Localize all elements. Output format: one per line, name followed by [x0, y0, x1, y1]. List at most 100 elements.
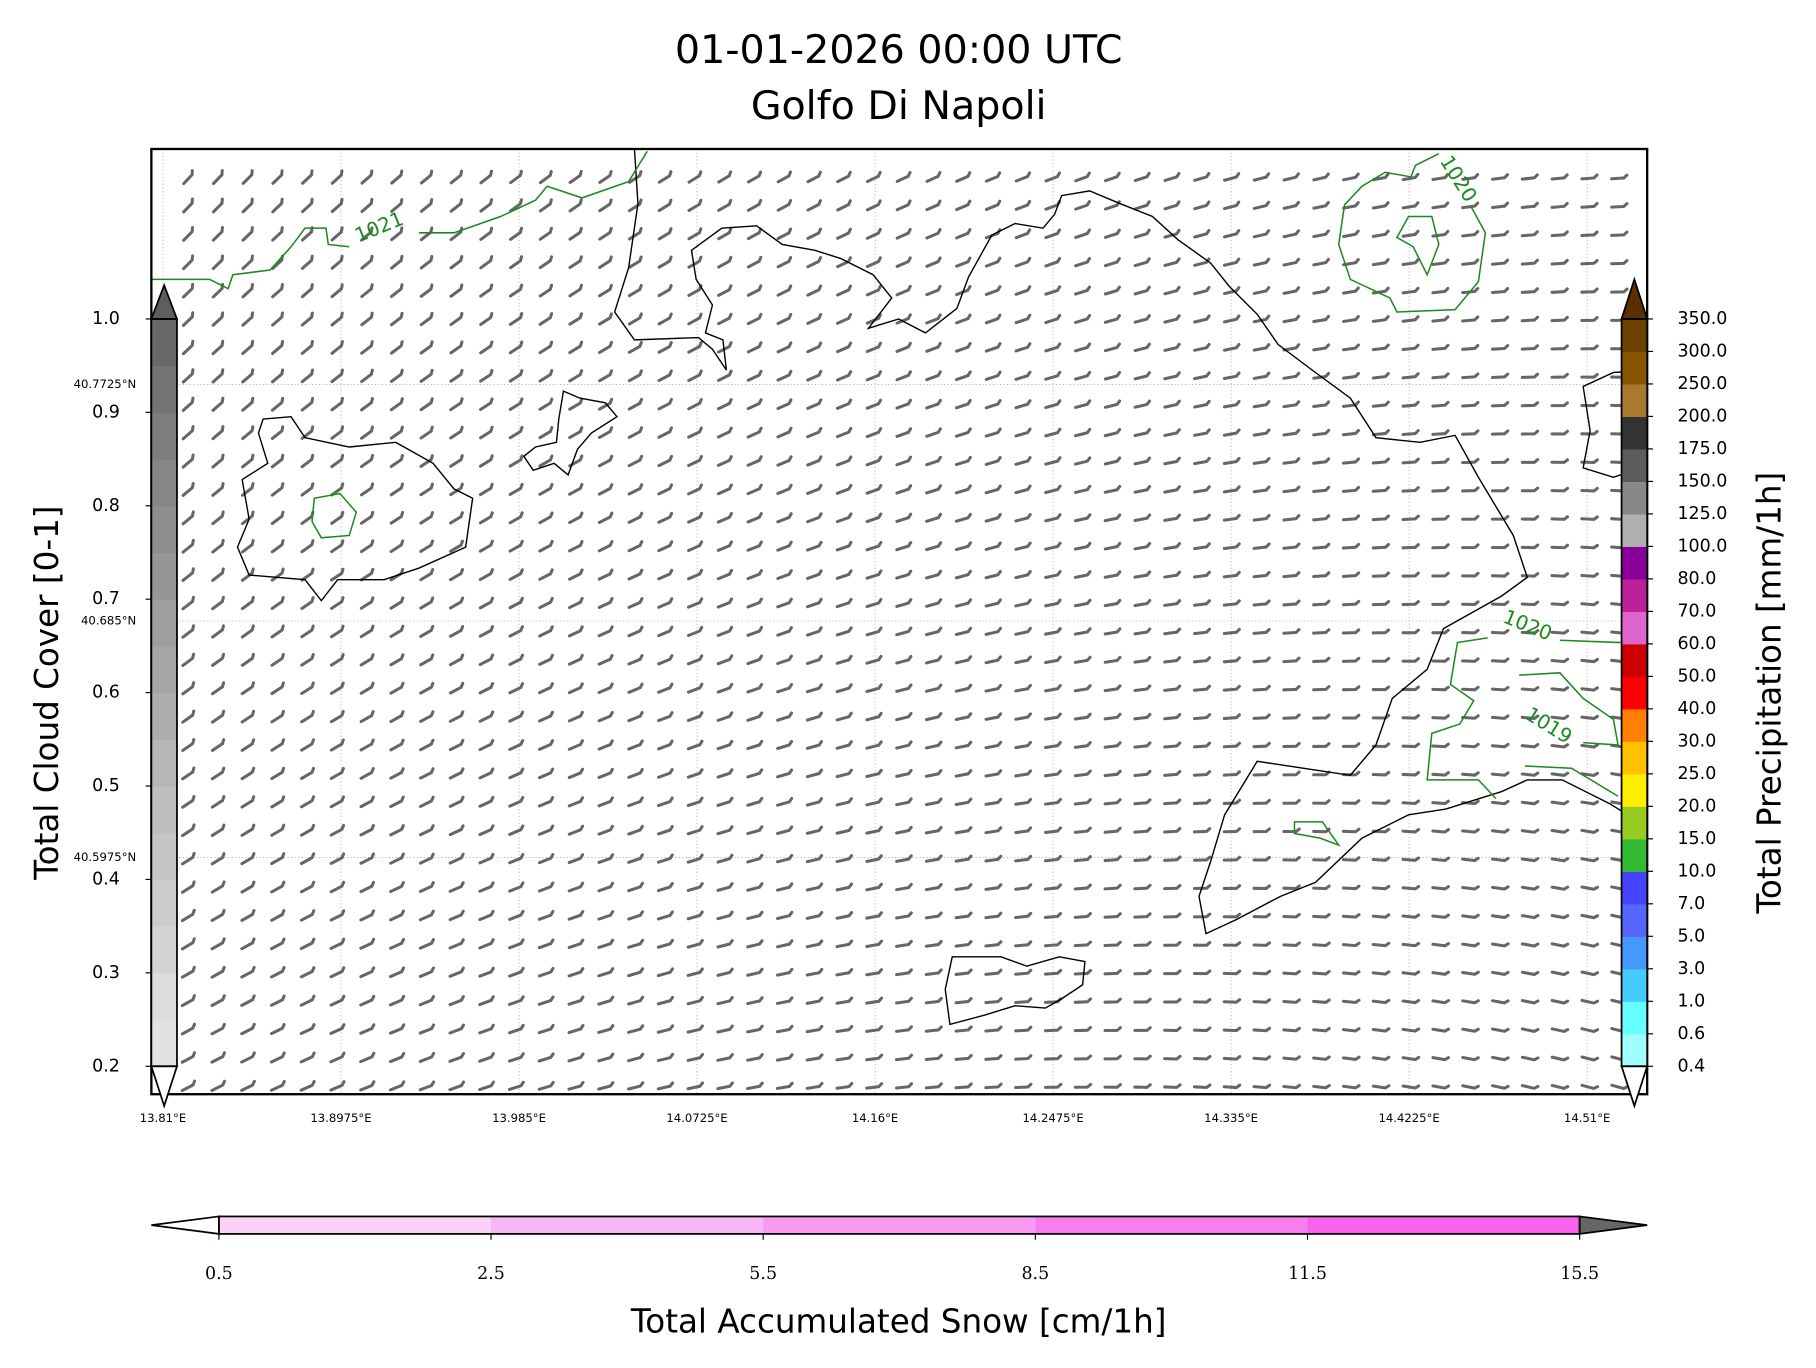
wind-barb — [776, 683, 794, 694]
wind-barb — [330, 197, 344, 214]
wind-barb — [746, 853, 764, 864]
wind-barb — [271, 311, 284, 327]
wind-barb — [419, 397, 434, 412]
wind-barb — [270, 596, 285, 611]
wind-barb — [359, 738, 375, 752]
wind-barb — [270, 482, 285, 497]
wind-barb — [1371, 970, 1391, 976]
wind-barb — [389, 368, 404, 383]
wind-barb — [211, 567, 225, 582]
wind-barb — [895, 227, 912, 240]
wind-barb — [1461, 486, 1480, 493]
wind-barb — [360, 311, 374, 327]
wind-barb — [449, 539, 464, 553]
wind-barb — [895, 882, 913, 892]
wind-barb — [1163, 285, 1181, 296]
wind-barb — [1223, 229, 1241, 239]
wind-barb — [1312, 542, 1331, 550]
wind-barb — [1192, 798, 1212, 806]
wind-barb — [1252, 798, 1271, 805]
wind-barb — [746, 682, 764, 694]
wind-barb — [925, 512, 943, 523]
wind-barb — [954, 541, 973, 552]
wind-barb — [508, 312, 524, 326]
wind-barb — [1163, 627, 1182, 636]
wind-barb — [895, 427, 913, 438]
wind-barb — [1222, 456, 1241, 466]
wind-barb — [330, 510, 345, 525]
wind-barb — [1401, 970, 1421, 976]
colorbar-band — [1035, 1216, 1309, 1234]
colorbar-band — [151, 599, 177, 647]
wind-barb — [389, 852, 405, 865]
wind-barb — [716, 682, 734, 694]
wind-barb — [835, 483, 853, 495]
wind-barb — [1103, 1083, 1122, 1089]
wind-barb — [270, 823, 286, 837]
wind-barb — [299, 823, 316, 837]
wind-barb — [1103, 342, 1122, 353]
wind-barb — [895, 996, 913, 1005]
wind-barb — [181, 681, 196, 696]
wind-barb — [1163, 912, 1182, 919]
colorbar-tick-label: 0.6 — [92, 683, 120, 703]
wind-barb — [1520, 173, 1539, 181]
wind-barb — [1580, 828, 1600, 834]
wind-barb — [1222, 798, 1242, 805]
wind-barb — [329, 994, 346, 1007]
wind-barb — [1580, 344, 1599, 351]
wind-barb — [1014, 342, 1032, 353]
wind-barb — [955, 285, 972, 297]
wind-barb — [835, 996, 854, 1005]
wind-barb — [717, 284, 733, 297]
wind-barb — [240, 738, 256, 752]
wind-barb — [1550, 828, 1570, 834]
wind-barb — [1312, 1027, 1331, 1033]
wind-barb — [1133, 542, 1152, 551]
wind-barb — [925, 455, 942, 467]
wind-barb — [568, 426, 584, 440]
wind-barb — [627, 654, 644, 666]
wind-barb — [478, 539, 494, 553]
wind-barb — [805, 825, 824, 835]
contour-line — [1395, 215, 1440, 277]
wind-barb — [1163, 456, 1181, 466]
wind-barb — [1342, 286, 1360, 295]
wind-barb — [508, 397, 524, 411]
lat-tick-label: 40.685°N — [81, 614, 136, 628]
wind-barb — [1520, 344, 1540, 351]
wind-barb — [419, 511, 434, 525]
wind-barb — [360, 453, 375, 469]
wind-barb — [984, 342, 1002, 353]
wind-barb — [955, 199, 972, 212]
wind-barb — [1103, 969, 1122, 976]
wind-barb — [1074, 370, 1092, 381]
wind-barb — [687, 398, 703, 411]
wind-barb — [776, 711, 794, 722]
wind-barb — [479, 312, 494, 327]
wind-barb — [1133, 257, 1151, 268]
wind-barb — [1103, 541, 1122, 551]
wind-barb — [1580, 857, 1600, 863]
wind-barb — [657, 284, 673, 298]
wind-barb — [330, 226, 344, 242]
wind-barb — [924, 911, 943, 920]
wind-barb — [1312, 257, 1330, 267]
wind-barb — [895, 341, 912, 353]
wind-barb — [1431, 571, 1450, 578]
wind-barb — [1490, 657, 1510, 663]
wind-barb — [568, 283, 583, 298]
wind-barb — [419, 425, 434, 440]
colorbar-band — [151, 1019, 177, 1067]
contour-line — [1426, 637, 1621, 800]
wind-barb — [389, 482, 405, 497]
wind-barb — [1133, 1083, 1152, 1089]
wind-barb — [448, 795, 465, 808]
wind-barb — [1431, 799, 1450, 806]
wind-barb — [270, 909, 286, 922]
wind-barb — [1371, 571, 1391, 578]
wind-barb — [360, 397, 374, 412]
wind-barb — [1073, 1082, 1093, 1089]
wind-barb — [389, 767, 405, 780]
wind-barb — [1073, 912, 1092, 919]
